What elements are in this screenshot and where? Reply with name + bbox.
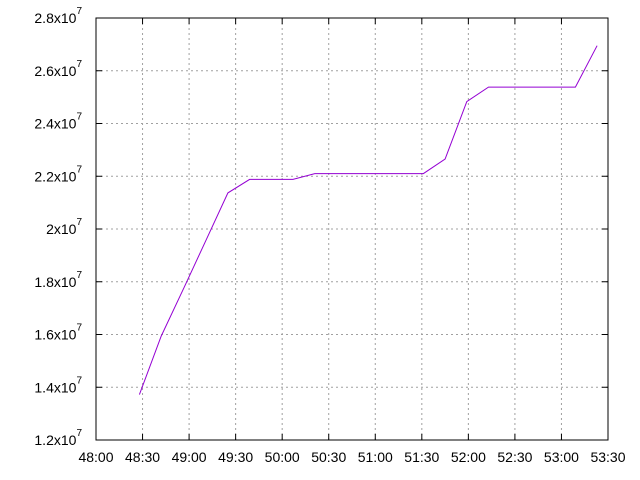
- y-tick-base: x10: [54, 274, 77, 290]
- x-tick-label: 51:00: [358, 449, 393, 465]
- y-tick-base: x10: [54, 10, 77, 26]
- y-tick-label: 2.8x107: [34, 6, 82, 26]
- plot-frame: [95, 17, 609, 441]
- y-tick-mantissa: 1.4: [34, 379, 54, 395]
- y-tick-label: 1.4x107: [34, 375, 82, 395]
- y-tick-base: x10: [54, 168, 77, 184]
- x-tick-labels: 48:00 48:30 49:00 49:30 50:00 50:30 51:00 51:30…: [78, 449, 625, 465]
- grid-lines: [96, 18, 608, 440]
- series-line: [138, 45, 598, 395]
- y-tick-label: 1.8x107: [34, 270, 82, 290]
- y-tick-label: 2.4x107: [34, 112, 82, 132]
- y-tick-base: x10: [54, 116, 77, 132]
- series-layer: [138, 45, 598, 395]
- y-tick-exponent: 7: [76, 428, 82, 439]
- y-tick-label: 2x107: [46, 217, 82, 237]
- y-tick-mantissa: 2.4: [34, 116, 54, 132]
- y-tick-label: 2.2x107: [34, 164, 82, 184]
- y-tick-label: 1.6x107: [34, 323, 82, 343]
- y-tick-base: x10: [54, 379, 77, 395]
- y-tick-label: 2.6x107: [34, 59, 82, 79]
- x-tick-label: 51:30: [404, 449, 439, 465]
- x-tick-label: 52:30: [497, 449, 532, 465]
- x-tick-label: 48:00: [78, 449, 113, 465]
- y-tick-exponent: 7: [76, 164, 82, 175]
- y-tick-mantissa: 1.8: [34, 274, 54, 290]
- y-tick-exponent: 7: [76, 6, 82, 17]
- y-tick-exponent: 7: [76, 217, 82, 228]
- y-tick-base: x10: [54, 327, 77, 343]
- y-tick-mantissa: 1.6: [34, 327, 54, 343]
- y-tick-mantissa: 2.8: [34, 10, 54, 26]
- y-tick-base: x10: [54, 432, 77, 448]
- x-tick-label: 48:30: [125, 449, 160, 465]
- y-tick-exponent: 7: [76, 323, 82, 334]
- x-tick-label: 53:00: [544, 449, 579, 465]
- y-tick-mantissa: 2: [46, 221, 54, 237]
- y-tick-exponent: 7: [76, 59, 82, 70]
- x-tick-label: 50:00: [265, 449, 300, 465]
- y-tick-mantissa: 1.2: [34, 432, 54, 448]
- y-tick-base: x10: [54, 63, 77, 79]
- x-tick-label: 53:30: [590, 449, 625, 465]
- x-tick-label: 52:00: [451, 449, 486, 465]
- x-tick-label: 50:30: [311, 449, 346, 465]
- y-tick-exponent: 7: [76, 375, 82, 386]
- y-tick-labels: 1.2x1071.4x1071.6x1071.8x1072x1072.2x107…: [34, 6, 82, 448]
- y-tick-mantissa: 2.6: [34, 63, 54, 79]
- y-tick-mantissa: 2.2: [34, 168, 54, 184]
- y-tick-exponent: 7: [76, 270, 82, 281]
- y-tick-label: 1.2x107: [34, 428, 82, 448]
- y-tick-base: x10: [54, 221, 77, 237]
- x-tick-label: 49:30: [218, 449, 253, 465]
- x-tick-label: 49:00: [172, 449, 207, 465]
- y-tick-exponent: 7: [76, 112, 82, 123]
